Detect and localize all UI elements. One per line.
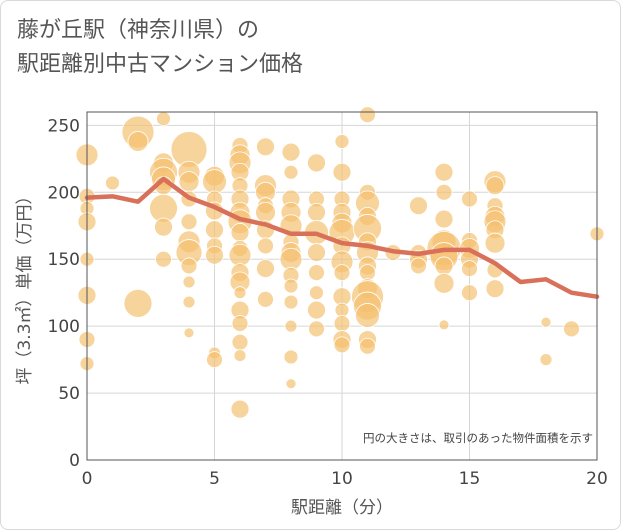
- data-bubble: [283, 164, 299, 180]
- data-bubble: [105, 175, 120, 191]
- data-bubble: [461, 260, 478, 278]
- data-bubble: [202, 169, 227, 195]
- data-bubble: [438, 319, 450, 331]
- data-bubble: [256, 259, 275, 279]
- x-tick-label: 5: [209, 469, 220, 489]
- data-bubble: [359, 264, 376, 282]
- x-tick-label: 15: [459, 469, 481, 489]
- data-bubble: [434, 256, 454, 276]
- chart-title-line-2: 駅距離別中古マンション価格: [17, 52, 304, 77]
- chart-title: 藤が丘駅（神奈川県）の 駅距離別中古マンション価格: [17, 14, 303, 82]
- data-bubble: [180, 257, 198, 275]
- data-bubble: [182, 275, 196, 289]
- data-bubble: [155, 250, 172, 268]
- data-bubble: [257, 290, 274, 308]
- data-bubble: [308, 264, 325, 282]
- data-bubble: [334, 134, 350, 149]
- data-bubble: [284, 319, 298, 333]
- data-bubble: [205, 245, 224, 265]
- data-bubble: [230, 223, 250, 242]
- y-tick-label: 200: [48, 183, 80, 203]
- data-bubble: [283, 278, 299, 294]
- data-bubble: [307, 300, 326, 320]
- data-bubble: [205, 220, 224, 240]
- data-bubble: [461, 190, 478, 208]
- data-bubble: [309, 285, 324, 301]
- data-bubble: [182, 295, 196, 309]
- data-bubble: [307, 153, 326, 173]
- data-bubble: [231, 333, 249, 351]
- data-bubble: [256, 137, 275, 157]
- x-tick-label: 20: [586, 469, 608, 489]
- data-bubble: [180, 213, 198, 231]
- data-bubble: [359, 337, 376, 355]
- data-bubble: [123, 288, 153, 318]
- data-bubble: [285, 378, 297, 390]
- data-bubble: [206, 351, 223, 369]
- y-tick-label: 50: [58, 384, 80, 404]
- data-bubble: [156, 111, 171, 127]
- data-bubble: [255, 201, 276, 223]
- data-bubble: [308, 320, 325, 338]
- data-bubble: [461, 284, 478, 302]
- data-bubble: [307, 202, 326, 222]
- y-tick-label: 250: [48, 116, 80, 136]
- data-bubble: [434, 209, 454, 229]
- bubbles: [75, 106, 605, 419]
- data-bubble: [359, 106, 376, 124]
- data-bubble: [127, 131, 149, 152]
- data-bubble: [233, 286, 247, 300]
- trend-line-group: [84, 176, 600, 299]
- x-axis-title: 駅距離（分）: [291, 498, 393, 518]
- y-axis-title: 坪（3.3㎡）単価（万円）: [15, 187, 35, 384]
- data-bubble: [283, 294, 299, 310]
- data-bubble: [355, 303, 380, 328]
- data-bubble: [231, 315, 249, 332]
- data-bubble: [563, 320, 580, 338]
- data-bubble: [283, 349, 299, 365]
- data-bubble: [333, 315, 351, 332]
- data-bubble: [435, 183, 453, 201]
- trend-line: [84, 176, 600, 299]
- x-tick-label: 10: [331, 469, 353, 489]
- y-tick-label: 100: [48, 317, 80, 337]
- data-bubble: [485, 279, 505, 299]
- data-bubble: [257, 237, 274, 255]
- data-bubble: [410, 257, 427, 275]
- data-bubble: [333, 264, 351, 282]
- y-tick-label: 150: [48, 250, 80, 270]
- data-bubble: [178, 171, 200, 193]
- data-bubble: [539, 353, 553, 367]
- data-bubble: [434, 162, 454, 182]
- y-tick-label: 0: [69, 451, 80, 471]
- data-bubble: [484, 232, 506, 254]
- data-bubble: [307, 243, 326, 262]
- data-bubble: [230, 399, 250, 419]
- data-bubble: [228, 243, 252, 267]
- data-bubble: [332, 162, 352, 182]
- data-bubble: [334, 302, 350, 318]
- data-bubble: [183, 327, 195, 339]
- data-bubble: [540, 316, 552, 328]
- chart-title-line-1: 藤が丘駅（神奈川県）の: [17, 18, 260, 43]
- data-bubble: [233, 349, 247, 363]
- data-bubble: [154, 217, 173, 237]
- data-bubble: [333, 336, 351, 354]
- data-bubble: [409, 196, 428, 216]
- data-bubble: [433, 272, 455, 294]
- data-bubble: [281, 142, 301, 162]
- plot-frame: [86, 111, 598, 461]
- data-bubble: [485, 176, 505, 196]
- bubble-size-note: 円の大きさは、取引のあった物件面積を示す: [363, 431, 593, 445]
- x-tick-label: 0: [82, 469, 93, 489]
